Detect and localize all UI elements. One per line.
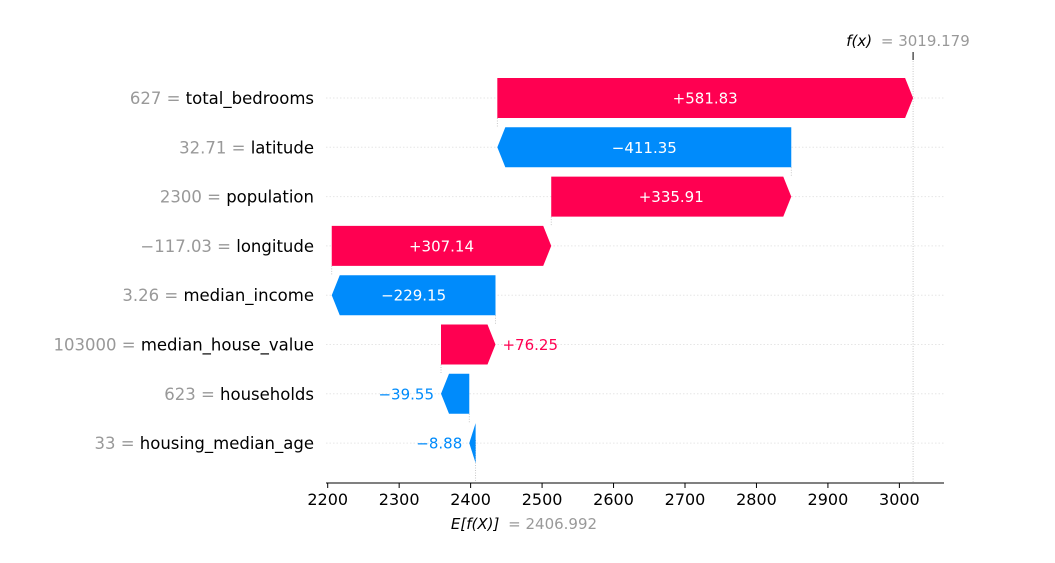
feature-name: median_house_value	[141, 336, 314, 356]
fx-name: f(x)	[846, 32, 872, 50]
feature-name: housing_median_age	[140, 434, 314, 454]
x-tick-label: 2600	[593, 490, 634, 509]
feature-value: 627 =	[130, 89, 186, 108]
value-label-median_income: −229.15	[381, 287, 446, 305]
value-label-median_house_value: +76.25	[502, 336, 558, 354]
bar-total_bedrooms	[497, 78, 914, 118]
bar-population	[551, 176, 792, 217]
x-tick-label: 2700	[665, 490, 706, 509]
feature-label-median_income: 3.26 = median_income	[122, 286, 314, 306]
bars: +581.83 −411.35 +335.91 +307.14 −229.15 +76.2…	[331, 78, 914, 464]
bar-median_house_value	[441, 324, 496, 365]
feature-name: median_income	[183, 286, 314, 306]
feature-label-housing_median_age: 33 = housing_median_age	[94, 434, 314, 454]
bar-housing_median_age	[469, 423, 476, 464]
reference-lines	[331, 52, 914, 483]
annotations: f(x) = 3019.179 E[f(X)] = 2406.992	[451, 32, 970, 533]
feature-label-median_house_value: 103000 = median_house_value	[54, 336, 315, 356]
x-tick-label: 2400	[450, 490, 491, 509]
ex-value: = 2406.992	[508, 515, 597, 533]
x-tick-label: 2800	[736, 490, 777, 509]
x-tick-label: 2500	[522, 490, 563, 509]
feature-label-longitude: −117.03 = longitude	[140, 237, 314, 256]
feature-label-population: 2300 = population	[160, 188, 314, 207]
x-axis: 2200 2300 2400 2500 2600 2700 2800 2900 3000	[307, 482, 944, 509]
x-tick-label: 2300	[379, 490, 420, 509]
feature-value: 103000 =	[54, 336, 141, 355]
value-label-households: −39.55	[378, 385, 434, 403]
value-label-population: +335.91	[639, 188, 704, 206]
feature-value: −117.03 =	[140, 237, 236, 256]
ex-name: E[f(X)]	[451, 515, 500, 533]
feature-labels: 627 = total_bedrooms 32.71 = latitude 2300…	[54, 89, 315, 454]
feature-value: 623 =	[164, 385, 220, 404]
value-label-longitude: +307.14	[409, 237, 474, 255]
x-tick-label: 3000	[879, 490, 920, 509]
feature-label-households: 623 = households	[164, 385, 314, 404]
feature-value: 3.26 =	[122, 286, 183, 305]
feature-name: population	[226, 188, 314, 207]
bar-longitude	[331, 225, 552, 266]
bar-households	[441, 373, 470, 414]
feature-value: 32.71 =	[179, 138, 251, 157]
x-tick-label: 2200	[307, 490, 348, 509]
fx-annotation: f(x) = 3019.179	[846, 32, 970, 50]
feature-value: 2300 =	[160, 188, 226, 207]
value-label-total_bedrooms: +581.83	[673, 90, 738, 108]
bar-median_income	[331, 275, 496, 316]
x-tick-label: 2900	[808, 490, 849, 509]
value-label-housing_median_age: −8.88	[416, 435, 462, 453]
feature-label-latitude: 32.71 = latitude	[179, 138, 314, 157]
feature-name: households	[220, 385, 314, 404]
feature-value: 33 =	[94, 434, 139, 453]
feature-label-total_bedrooms: 627 = total_bedrooms	[130, 89, 314, 109]
feature-name: latitude	[251, 138, 314, 157]
value-label-latitude: −411.35	[612, 139, 677, 157]
feature-name: longitude	[236, 237, 314, 256]
bar-latitude	[497, 127, 792, 168]
feature-name: total_bedrooms	[186, 89, 314, 109]
ex-annotation: E[f(X)] = 2406.992	[451, 515, 597, 533]
fx-value: = 3019.179	[881, 32, 970, 50]
